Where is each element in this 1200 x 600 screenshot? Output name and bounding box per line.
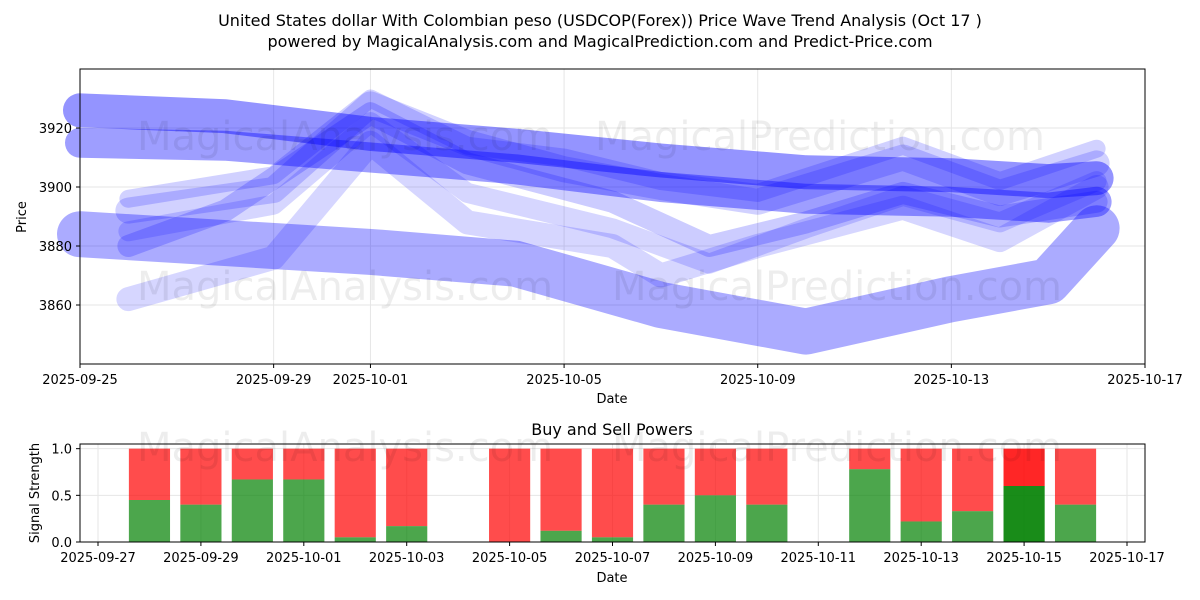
price-wave-bands [57,89,1120,355]
price-y-tick-label: 3860 [39,299,72,314]
price-wave-wave-3 [57,205,1120,355]
power-x-tick-label: 2025-10-15 [986,551,1062,566]
power-x-tick-label: 2025-10-13 [883,551,959,566]
buy-power-bar [591,537,634,542]
buy-power-bar [283,479,325,542]
buy-power-bar [128,500,171,542]
power-y-tick-label: 0.5 [51,489,72,504]
price-x-tick-label: 2025-10-13 [914,373,990,388]
title-line-1: United States dollar With Colombian peso… [218,11,982,30]
price-wave-wave-1 [63,93,1114,199]
power-x-axis: 2025-09-27 2025-09-29 2025-10-01 2025-10-03… [60,542,1165,566]
price-y-tick-label: 3880 [39,240,72,255]
power-watermarks: MagicalAnalysis.com MagicalPrediction.com [137,425,1062,471]
price-wave-wave-6 [118,112,1107,274]
price-watermarks: MagicalAnalysis.com MagicalPrediction.com… [137,114,1062,310]
sell-power-bar [489,448,531,542]
sell-power-bar [1003,448,1045,486]
price-wave-wave-8 [119,89,1106,208]
power-x-tick-label: 2025-10-03 [369,551,445,566]
power-bars [128,448,1097,542]
buy-power-bar [1003,486,1045,542]
sell-power-bar [283,448,325,480]
sell-power-bar [334,448,376,538]
price-wave-wave-7 [116,130,1109,312]
price-plot-frame [79,68,1146,365]
buy-power-bar [1054,504,1097,542]
sell-power-bar [952,448,994,512]
buy-power-bar [334,537,376,542]
price-y-axis: 3860 3880 3900 3920 [39,122,80,314]
price-y-tick-label: 3900 [39,181,72,196]
power-x-tick-label: 2025-10-11 [781,551,857,566]
buy-power-bar [694,495,736,542]
sell-power-bar [643,448,685,505]
power-x-tick-label: 2025-10-07 [575,551,651,566]
power-x-axis-label: Date [596,571,627,586]
watermark-text: MagicalPrediction.com [612,425,1062,471]
title-line-2: powered by MagicalAnalysis.com and Magic… [267,32,932,51]
price-grid [79,69,1146,364]
sell-power-bar [386,448,428,527]
price-x-tick-label: 2025-09-29 [236,373,312,388]
price-x-tick-label: 2025-10-17 [1107,373,1183,388]
sell-power-bar [128,448,171,500]
price-x-axis: 2025-09-25 2025-09-29 2025-10-01 2025-10-05… [42,364,1183,388]
power-x-tick-label: 2025-10-09 [678,551,754,566]
price-x-tick-label: 2025-10-05 [526,373,602,388]
buy-power-bar [952,511,994,542]
price-x-tick-label: 2025-10-09 [720,373,796,388]
sell-power-bar [900,448,942,522]
buy-power-bar [180,504,222,542]
sell-power-bar [694,448,736,496]
power-y-axis-label: Signal Strength [28,443,43,543]
buy-power-bar [386,526,428,542]
power-chart-title: Buy and Sell Powers [531,420,693,439]
power-x-tick-label: 2025-10-01 [266,551,342,566]
sell-power-bar [591,448,634,538]
power-y-tick-label: 1.0 [51,443,72,458]
price-x-tick-label: 2025-10-01 [333,373,409,388]
watermark-text: MagicalAnalysis.com [137,264,553,310]
buy-power-bar [643,504,685,542]
price-wave-wave-5 [115,91,1110,224]
sell-power-bar [1054,448,1097,505]
price-x-tick-label: 2025-09-25 [42,373,118,388]
price-y-tick-label: 3920 [39,122,72,137]
sell-power-bar [849,448,891,470]
watermark-text: MagicalAnalysis.com [137,114,553,160]
power-x-tick-label: 2025-09-29 [163,551,239,566]
power-y-tick-label: 0.0 [51,536,72,551]
buy-power-bar [540,530,582,542]
price-wave-wave-4 [117,102,1108,257]
sell-power-bar [180,448,222,505]
buy-power-bar [231,479,273,542]
price-wave-wave-2 [65,127,1112,223]
power-y-axis: 0.0 0.5 1.0 [51,443,80,551]
power-x-tick-label: 2025-10-17 [1089,551,1165,566]
buy-power-bar [746,504,788,542]
price-x-axis-label: Date [596,392,627,407]
buy-power-bar [849,469,891,542]
watermark-text: MagicalPrediction.com [595,114,1045,160]
watermark-text: MagicalPrediction.com [612,264,1062,310]
watermark-text: MagicalAnalysis.com [137,425,553,471]
buy-power-bar [900,521,942,542]
sell-power-bar [231,448,273,480]
power-x-tick-label: 2025-09-27 [60,551,136,566]
power-x-tick-label: 2025-10-05 [472,551,548,566]
sell-power-bar [540,448,582,531]
price-y-axis-label: Price [15,201,30,233]
sell-power-bar [746,448,788,505]
